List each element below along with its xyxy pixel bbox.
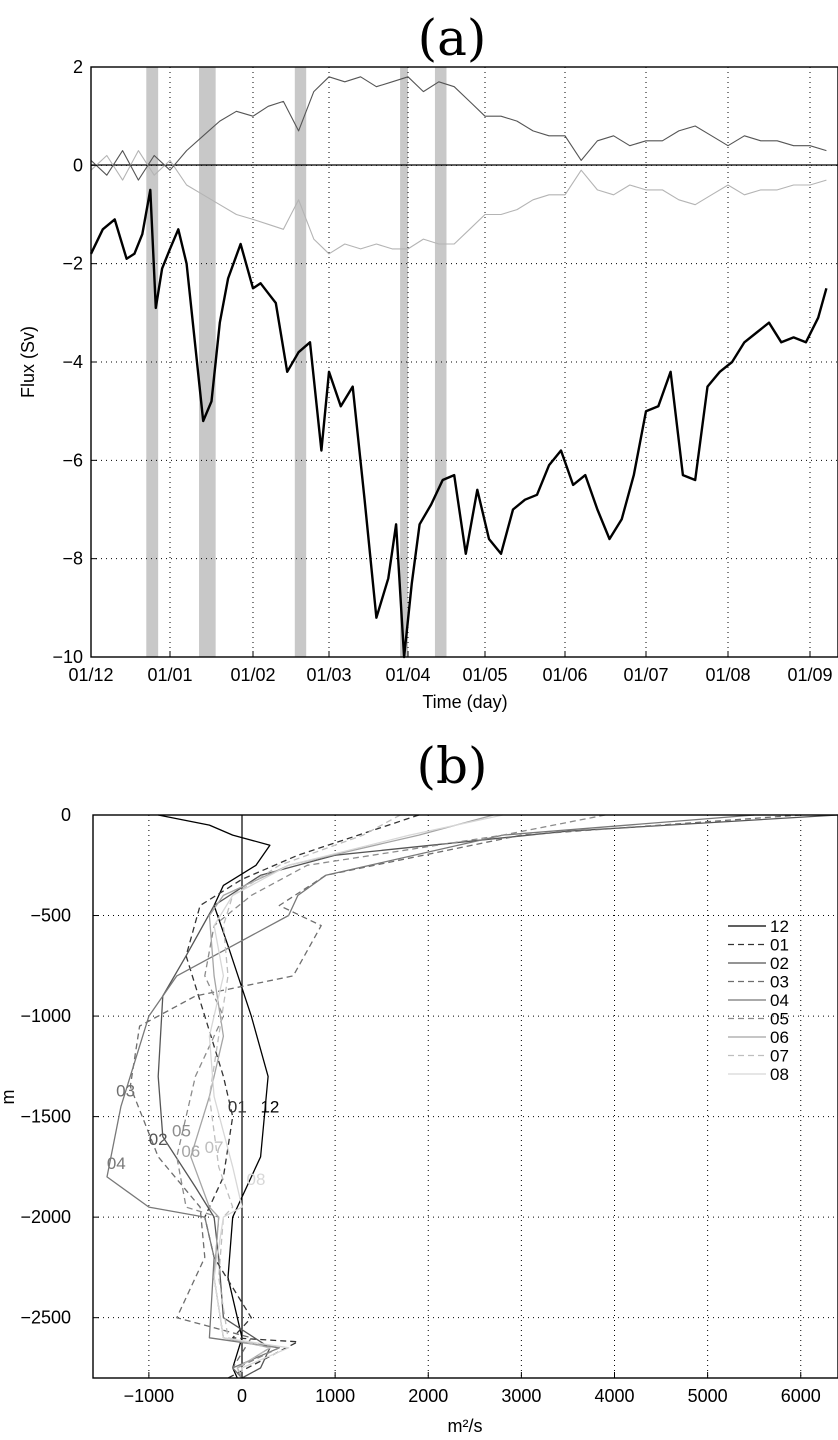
curve-label-08: 08 (247, 1170, 266, 1189)
x-tick-label-5: 01/05 (462, 665, 507, 685)
legend-label-12: 12 (770, 917, 789, 936)
series-line-02 (157, 814, 838, 1379)
x-axis-label: m²/s (448, 1416, 483, 1436)
plot-frame (92, 814, 838, 1379)
shaded-period-3 (294, 67, 307, 657)
y-tick-label-2: −2 (62, 254, 83, 274)
y-axis-label: m (0, 1090, 18, 1105)
series-line-3 (90, 150, 827, 255)
curve-label-03: 03 (116, 1082, 135, 1101)
series-line-05 (176, 814, 606, 1379)
x-tick-label-0: −1000 (124, 1386, 175, 1406)
y-tick-label-0: 0 (61, 805, 71, 825)
shaded-period-5 (434, 67, 447, 657)
y-tick-label-5: −2500 (20, 1308, 71, 1328)
y-ticks: 2 0 −2 −4 −6 −8 −10 (52, 57, 97, 667)
y-tick-label-4: −6 (62, 450, 83, 470)
series-line-03 (129, 814, 801, 1379)
x-tick-label-6: 01/06 (542, 665, 587, 685)
panel-a-label: (a) (418, 9, 487, 67)
panel-a: (a) 20−2−4−6−8−10 01/12 01/01 01/02 01/03 01… (18, 9, 838, 712)
legend-label-08: 08 (770, 1065, 789, 1084)
legend-label-05: 05 (770, 1010, 789, 1029)
series-group (89, 76, 828, 659)
y-tick-label-3: −1500 (20, 1107, 71, 1127)
series-line-04 (106, 814, 755, 1379)
series-group (106, 814, 838, 1379)
x-tick-label-1: 0 (237, 1386, 247, 1406)
shaded-periods (146, 67, 447, 657)
x-ticks: −1000 0 1000 2000 3000 4000 5000 6000 (124, 1372, 821, 1406)
curve-label-06: 06 (181, 1142, 200, 1161)
x-tick-label-2: 01/02 (230, 665, 275, 685)
x-ticks: 01/12 01/01 01/02 01/03 01/04 01/05 01/06 01/07… (68, 651, 833, 685)
series-line-06 (190, 814, 494, 1379)
curve-label-04: 04 (107, 1154, 126, 1173)
x-tick-label-7: 01/07 (623, 665, 668, 685)
curve-label-07: 07 (205, 1138, 224, 1157)
series-line-1 (89, 188, 828, 659)
x-tick-label-5: 4000 (594, 1386, 634, 1406)
y-tick-label-1: −500 (30, 906, 71, 926)
x-tick-label-4: 01/04 (385, 665, 430, 685)
series-line-2 (90, 76, 827, 181)
series-line-08 (208, 814, 503, 1378)
legend-label-07: 07 (770, 1047, 789, 1066)
y-tick-label-3: −4 (62, 352, 83, 372)
x-tick-label-6: 5000 (688, 1386, 728, 1406)
shaded-period-1 (146, 67, 159, 657)
grid (93, 814, 838, 1378)
y-ticks: 0 −500 −1000 −1500 −2000 −2500 (20, 805, 99, 1328)
y-axis-label: Flux (Sv) (18, 326, 38, 398)
legend-label-06: 06 (770, 1028, 789, 1047)
x-tick-label-9: 01/09 (787, 665, 832, 685)
x-tick-label-7: 6000 (781, 1386, 821, 1406)
y-tick-label-0: 2 (73, 57, 83, 77)
x-tick-label-3: 01/03 (306, 665, 351, 685)
x-tick-label-8: 01/08 (705, 665, 750, 685)
series-line-07 (208, 814, 401, 1379)
curve-label-01: 01 (228, 1098, 247, 1117)
x-tick-label-0: 01/12 (68, 665, 113, 685)
shaded-period-4 (400, 67, 408, 657)
curve-label-05: 05 (172, 1122, 191, 1141)
series-line-12 (158, 814, 271, 1379)
legend-label-01: 01 (770, 936, 789, 955)
curve-label-02: 02 (149, 1130, 168, 1149)
y-tick-label-1: 0 (73, 155, 83, 175)
panel-b-label: (b) (416, 737, 487, 795)
x-tick-label-2: 1000 (315, 1386, 355, 1406)
x-axis-label: Time (day) (422, 692, 507, 712)
x-tick-label-3: 2000 (408, 1386, 448, 1406)
legend-label-03: 03 (770, 973, 789, 992)
y-tick-label-2: −1000 (20, 1006, 71, 1026)
x-tick-label-1: 01/01 (147, 665, 192, 685)
legend-label-04: 04 (770, 991, 789, 1010)
y-tick-label-6: −10 (52, 647, 83, 667)
x-tick-label-4: 3000 (501, 1386, 541, 1406)
y-tick-label-4: −2000 (20, 1207, 71, 1227)
curve-label-12: 12 (260, 1098, 279, 1117)
y-tick-label-5: −8 (62, 549, 83, 569)
shaded-period-2 (199, 67, 216, 657)
legend-label-02: 02 (770, 954, 789, 973)
